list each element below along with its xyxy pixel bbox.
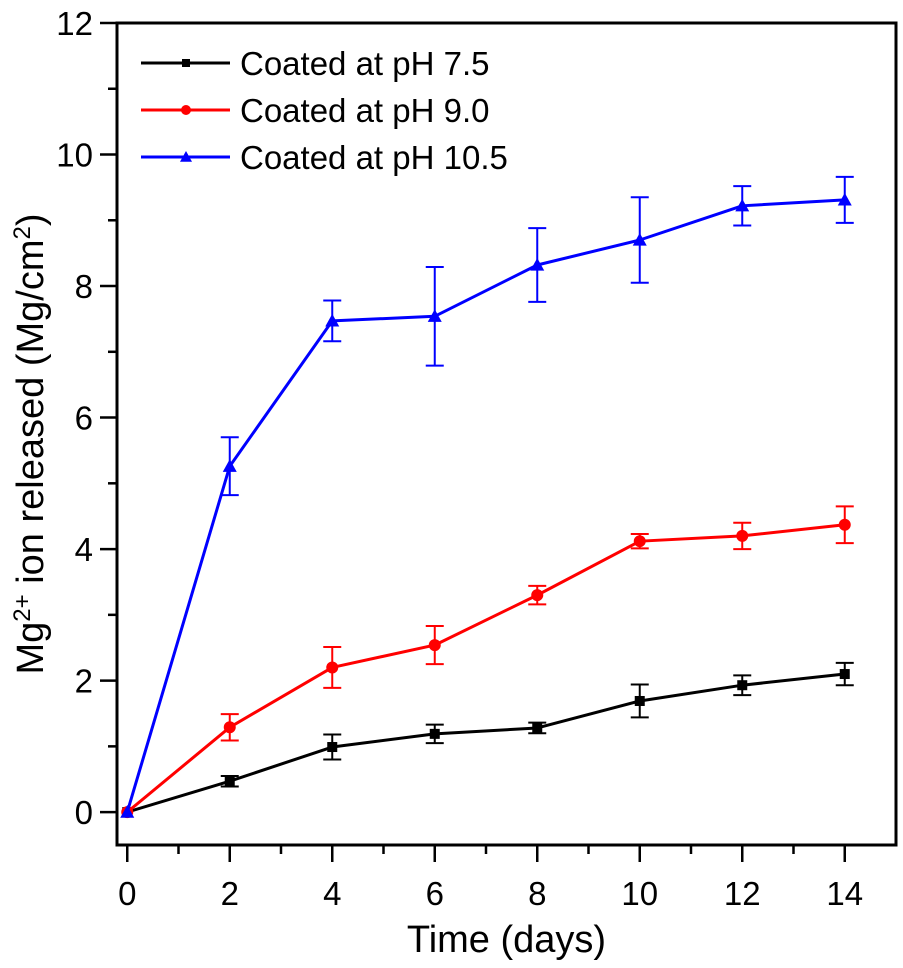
legend-item: Coated at pH 9.0: [141, 92, 490, 129]
legend: Coated at pH 7.5 Coated at pH 9.0 Coated a…: [141, 45, 508, 176]
y-tick-label: 8: [75, 268, 93, 305]
data-point: [326, 661, 339, 674]
x-tick-label: 10: [621, 875, 658, 912]
data-point: [427, 309, 442, 322]
x-tick-label: 6: [426, 875, 444, 912]
y-axis-label-middle: ion released (Mg/cm: [10, 240, 52, 595]
plot-frame: [115, 21, 898, 847]
y-tick-label: 12: [56, 5, 93, 42]
legend-marker: [180, 151, 192, 162]
data-point: [634, 695, 645, 706]
x-tick-label: 2: [221, 875, 239, 912]
x-tick-label: 8: [528, 875, 546, 912]
legend-marker: [182, 59, 190, 67]
data-point: [839, 669, 850, 680]
data-point: [325, 313, 340, 327]
y-axis-label-suffix: ): [10, 214, 52, 227]
x-axis-label: Time (days): [407, 919, 606, 961]
y-axis: 0 2 4 6 8 10 12: [56, 5, 117, 831]
data-point: [633, 535, 646, 548]
x-tick-label: 14: [826, 875, 863, 912]
data-point: [530, 257, 545, 271]
y-tick-label: 0: [75, 794, 93, 831]
data-point: [737, 680, 748, 691]
data-point: [327, 742, 338, 753]
y-tick-label: 10: [56, 137, 93, 174]
series-line: [125, 198, 845, 813]
x-tick-label: 0: [118, 875, 136, 912]
data-point: [736, 529, 749, 542]
legend-marker: [181, 105, 191, 115]
data-point: [224, 776, 235, 787]
series-2: [121, 505, 854, 819]
data-point: [838, 518, 851, 531]
series-layer: [120, 175, 854, 819]
y-tick-label: 6: [75, 400, 93, 437]
y-axis-label: Mg2+ ion released (Mg/cm2): [9, 214, 53, 675]
legend-item: Coated at pH 10.5: [141, 139, 508, 176]
data-point: [120, 805, 135, 818]
legend-item: Coated at pH 7.5: [141, 45, 490, 82]
legend-label: Coated at pH 10.5: [240, 139, 508, 176]
data-point: [532, 722, 543, 733]
data-point: [735, 198, 750, 212]
y-axis-label-sup1: 2+: [9, 594, 36, 621]
legend-label: Coated at pH 7.5: [240, 45, 490, 82]
y-axis-label-sup2: 2: [9, 226, 36, 239]
data-point: [429, 728, 440, 739]
legend-label: Coated at pH 9.0: [240, 92, 490, 129]
x-tick-label: 12: [724, 875, 761, 912]
data-point: [632, 233, 647, 246]
y-axis-label-prefix: Mg: [10, 622, 52, 675]
x-axis: 0 2 4 6 8 10 12 14: [118, 845, 863, 912]
y-tick-label: 2: [75, 663, 93, 700]
series-1: [122, 661, 854, 818]
y-tick-label: 4: [75, 531, 93, 568]
data-point: [531, 589, 544, 602]
data-point: [837, 192, 852, 206]
x-tick-label: 4: [323, 875, 341, 912]
data-point: [428, 639, 441, 652]
data-point: [223, 721, 236, 734]
data-point: [222, 459, 237, 472]
series-line: [126, 672, 845, 814]
series-line: [126, 523, 845, 814]
series-3: [120, 175, 854, 818]
